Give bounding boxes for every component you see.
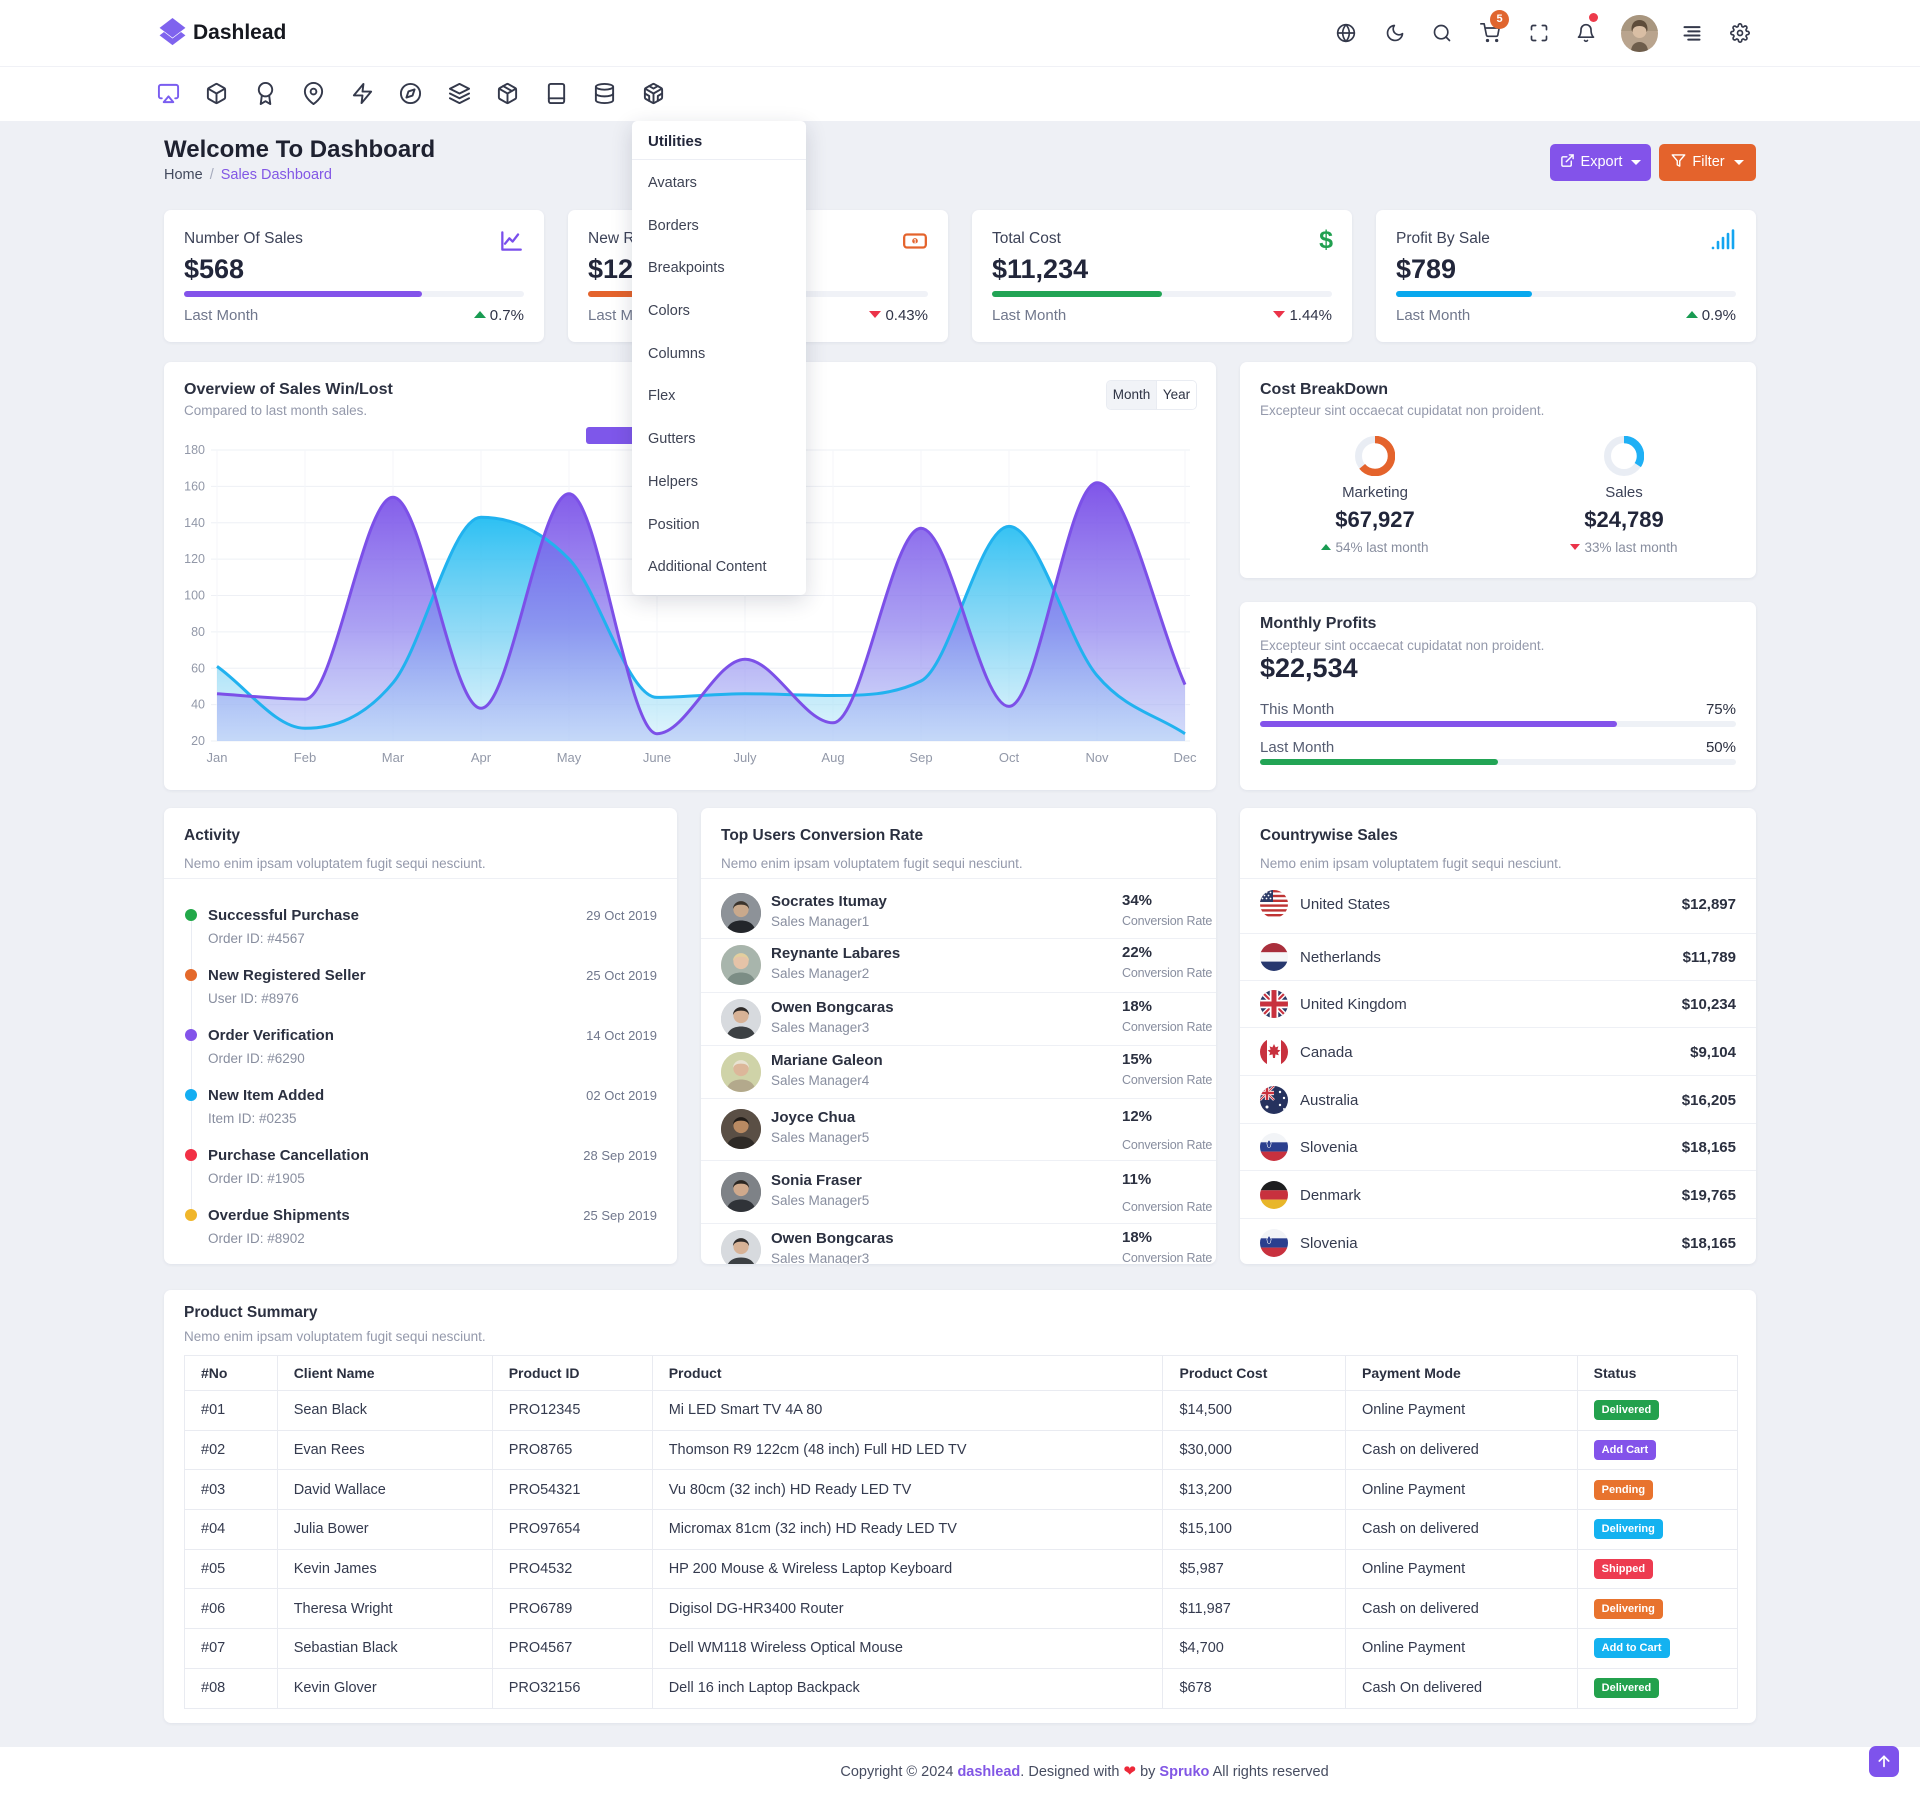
svg-text:Nov: Nov xyxy=(1085,750,1109,765)
svg-text:140: 140 xyxy=(184,516,205,530)
svg-text:July: July xyxy=(733,750,757,765)
svg-text:Dec: Dec xyxy=(1173,750,1197,765)
svg-text:160: 160 xyxy=(184,479,205,493)
svg-text:Mar: Mar xyxy=(382,750,405,765)
svg-text:Apr: Apr xyxy=(471,750,492,765)
svg-text:20: 20 xyxy=(191,734,205,748)
svg-text:100: 100 xyxy=(184,589,205,603)
svg-text:Oct: Oct xyxy=(999,750,1020,765)
svg-text:60: 60 xyxy=(191,661,205,675)
svg-text:Jan: Jan xyxy=(207,750,228,765)
svg-text:80: 80 xyxy=(191,625,205,639)
svg-text:Aug: Aug xyxy=(821,750,844,765)
svg-text:Feb: Feb xyxy=(294,750,316,765)
svg-text:120: 120 xyxy=(184,552,205,566)
svg-text:May: May xyxy=(557,750,582,765)
svg-text:1: 1 xyxy=(913,239,917,245)
svg-text:180: 180 xyxy=(184,443,205,457)
svg-text:40: 40 xyxy=(191,698,205,712)
svg-text:June: June xyxy=(643,750,671,765)
svg-text:Sep: Sep xyxy=(909,750,932,765)
